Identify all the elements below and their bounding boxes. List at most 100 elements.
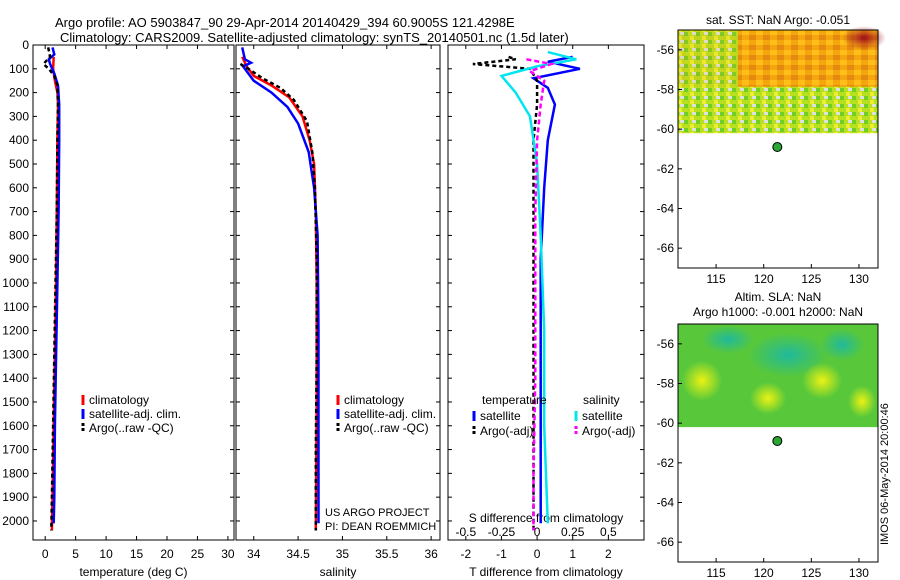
map-title: sat. SST: NaN Argo: -0.051 <box>706 13 850 27</box>
y-tick-label: -62 <box>657 162 675 176</box>
sst-map-panel: sat. SST: NaN Argo: -0.051 -56 -58 -60 -62 -6… <box>657 13 886 286</box>
temperature-panel: 0100200300400500600700800900100011001200… <box>2 38 235 579</box>
x-tick-label: 115 <box>707 566 726 580</box>
y-tick-label: -62 <box>657 456 675 470</box>
x-tick-label: 2 <box>605 547 612 561</box>
project-line1: US ARGO PROJECT <box>325 507 430 519</box>
x-tick-label: 34.5 <box>286 547 310 561</box>
x-tick-label: 15 <box>130 547 144 561</box>
x-axis-label: T difference from climatology <box>469 565 623 579</box>
x-tick-label: 30 <box>221 547 235 561</box>
series-line-satellite <box>47 47 61 524</box>
s-tick-label: -0.5 <box>455 525 476 539</box>
y-tick-label: 0 <box>22 38 29 52</box>
argo-float-marker <box>772 142 783 153</box>
legend-title-temperature: temperature <box>482 393 547 407</box>
y-tick-label: -60 <box>657 122 675 136</box>
map-title-line1: Altim. SLA: NaN <box>735 290 822 304</box>
legend-label: Argo(-adj) <box>480 424 533 438</box>
series-line-argo <box>239 62 318 531</box>
x-tick-label: 115 <box>707 272 726 286</box>
y-tick-label: 800 <box>9 228 29 242</box>
footer-stamp: IMOS 06-May-2014 20:00:46 <box>879 403 891 545</box>
figure-title-line2: Climatology: CARS2009. Satellite-adjuste… <box>60 30 569 45</box>
x-tick-label: 25 <box>191 547 205 561</box>
sla-low-anomaly <box>748 332 828 377</box>
x-tick-label: 130 <box>849 566 869 580</box>
y-tick-label: 2000 <box>2 514 29 528</box>
x-tick-label: 34 <box>247 547 261 561</box>
series-line-t_argo <box>472 55 539 531</box>
x-tick-label: 125 <box>801 566 821 580</box>
figure-title-line1: Argo profile: AO 5903847_90 29-Apr-2014 … <box>55 15 515 30</box>
x-tick-label: 0 <box>534 547 541 561</box>
y-tick-label: 300 <box>9 109 29 123</box>
legend-label: satellite-adj. clim. <box>89 407 181 421</box>
y-tick-label: -64 <box>657 496 675 510</box>
y-tick-label: 1300 <box>2 347 29 361</box>
argo-float-marker <box>772 436 783 447</box>
y-tick-label: 1000 <box>2 276 29 290</box>
sla-high-anomaly <box>848 385 876 418</box>
y-tick-label: -66 <box>657 535 675 549</box>
legend-label: Argo(..raw -QC) <box>89 421 174 435</box>
sla-low-anomaly <box>820 328 864 361</box>
x-tick-label: 5 <box>72 547 79 561</box>
legend-label: satellite <box>480 409 521 423</box>
y-tick-label: -56 <box>657 337 675 351</box>
legend-label: Argo(..raw -QC) <box>344 421 429 435</box>
y-tick-label: 1400 <box>2 371 29 385</box>
y-tick-label: 900 <box>9 252 29 266</box>
project-line2: PI: DEAN ROEMMICH <box>325 521 436 533</box>
y-tick-label: 600 <box>9 181 29 195</box>
legend-label: climatology <box>344 393 404 407</box>
y-tick-label: 500 <box>9 157 29 171</box>
series-line-t_satellite <box>530 55 581 524</box>
plot-frame <box>235 44 441 541</box>
y-tick-label: -64 <box>657 202 675 216</box>
x-axis-label: salinity <box>320 565 357 579</box>
x-tick-label: 130 <box>849 272 869 286</box>
legend-title-salinity: salinity <box>583 393 620 407</box>
plot-frame <box>447 44 645 541</box>
y-tick-label: 1900 <box>2 490 29 504</box>
sst-field-west <box>678 30 738 92</box>
map-frame <box>677 323 879 563</box>
x-tick-label: 125 <box>801 272 821 286</box>
map-title-line2: Argo h1000: -0.001 h2000: NaN <box>693 305 863 319</box>
y-tick-label: 700 <box>9 205 29 219</box>
sla-high-anomaly <box>802 362 842 399</box>
x-tick-label: 1 <box>569 547 576 561</box>
series-line-climatology <box>241 56 318 531</box>
y-tick-label: 1800 <box>2 466 29 480</box>
s-axis-label: S difference from climatology <box>469 511 624 525</box>
y-tick-label: -66 <box>657 241 675 255</box>
y-tick-label: -58 <box>657 83 675 97</box>
x-tick-label: 35.5 <box>375 547 399 561</box>
y-tick-label: 100 <box>9 62 29 76</box>
s-tick-label: 0 <box>534 525 541 539</box>
sla-high-anomaly <box>682 360 722 401</box>
s-tick-label: 0.25 <box>561 525 585 539</box>
legend-label: satellite-adj. clim. <box>344 407 436 421</box>
difference-panel: -2 -1 0 1 2 T difference from climatology S di… <box>447 44 645 579</box>
legend-label: climatology <box>89 393 149 407</box>
map-frame <box>677 29 879 269</box>
series-line-argo <box>41 47 60 531</box>
x-tick-label: 36 <box>424 547 438 561</box>
s-tick-label: 0.5 <box>600 525 617 539</box>
x-axis-label: temperature (deg C) <box>79 565 187 579</box>
sst-field-south <box>678 86 878 134</box>
x-tick-label: 35 <box>336 547 350 561</box>
legend-label: satellite <box>582 409 623 423</box>
x-tick-label: 0 <box>42 547 49 561</box>
salinity-panel: 34 34.5 35 35.5 36 salinity climatologysatelli… <box>235 44 441 579</box>
y-tick-label: -58 <box>657 377 675 391</box>
y-tick-label: 1500 <box>2 395 29 409</box>
x-tick-label: 120 <box>754 566 774 580</box>
x-tick-label: 10 <box>99 547 113 561</box>
y-tick-label: -56 <box>657 43 675 57</box>
y-tick-label: 1600 <box>2 419 29 433</box>
